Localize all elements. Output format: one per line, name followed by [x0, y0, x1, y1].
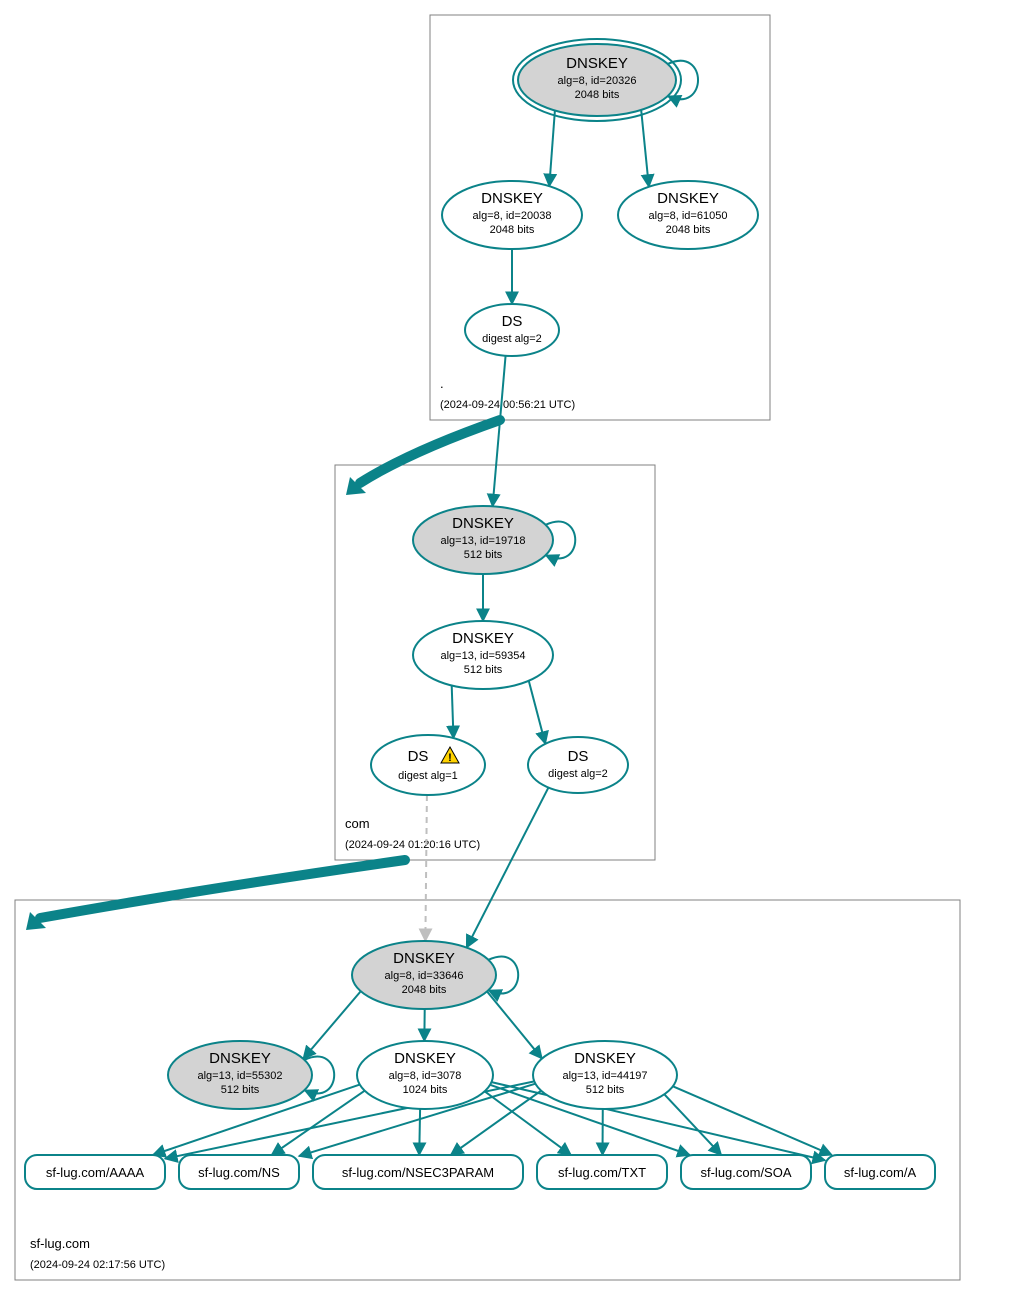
dnskey-node: [465, 304, 559, 356]
node-text: alg=13, id=59354: [440, 650, 525, 662]
node-text: alg=13, id=55302: [197, 1070, 282, 1082]
edge: [549, 110, 555, 186]
node-text: 2048 bits: [575, 89, 620, 101]
node-text: digest alg=2: [548, 768, 608, 780]
node-text: 1024 bits: [403, 1084, 448, 1096]
node-text: DNSKEY: [657, 190, 719, 207]
node-text: alg=13, id=19718: [440, 535, 525, 547]
zone-label: com: [345, 816, 370, 831]
node-text: DNSKEY: [574, 1050, 636, 1067]
node-text: alg=8, id=20326: [558, 75, 637, 87]
node-text: 512 bits: [586, 1084, 625, 1096]
rr-label: sf-lug.com/AAAA: [46, 1165, 145, 1180]
node-text: digest alg=2: [482, 333, 542, 345]
edge: [493, 356, 506, 507]
edge: [641, 110, 649, 187]
edge: [487, 991, 542, 1058]
edge: [467, 788, 549, 948]
edge: [452, 685, 454, 738]
node-text: DNSKEY: [209, 1050, 271, 1067]
rr-label: sf-lug.com/NSEC3PARAM: [342, 1165, 494, 1180]
node-text: 512 bits: [221, 1084, 260, 1096]
node-text: alg=13, id=44197: [562, 1070, 647, 1082]
warning-icon-mark: !: [448, 752, 452, 764]
edge: [303, 991, 360, 1059]
rr-label: sf-lug.com/TXT: [558, 1165, 646, 1180]
node-text: DNSKEY: [393, 950, 455, 967]
node-text: 512 bits: [464, 549, 503, 561]
node-text: DNSKEY: [481, 190, 543, 207]
edge: [419, 1109, 420, 1155]
node-text: alg=8, id=20038: [473, 210, 552, 222]
node-text: alg=8, id=3078: [389, 1070, 462, 1082]
zone-arrow: [40, 860, 405, 918]
node-text: alg=8, id=33646: [385, 970, 464, 982]
node-text: digest alg=1: [398, 770, 458, 782]
node-text: 512 bits: [464, 664, 503, 676]
node-text: DNSKEY: [394, 1050, 456, 1067]
node-text: 2048 bits: [666, 224, 711, 236]
node-text: DNSKEY: [566, 55, 628, 72]
node-text: DS: [502, 313, 523, 330]
rr-label: sf-lug.com/SOA: [700, 1165, 791, 1180]
node-text: DNSKEY: [452, 630, 514, 647]
edge: [425, 795, 427, 941]
node-text: DNSKEY: [452, 515, 514, 532]
zone-timestamp: (2024-09-24 02:17:56 UTC): [30, 1259, 165, 1271]
dnskey-node: [371, 735, 485, 795]
node-text: DS: [408, 748, 429, 765]
dnskey-node: [528, 737, 628, 793]
node-text: DS: [568, 748, 589, 765]
rr-label: sf-lug.com/A: [844, 1165, 917, 1180]
dnssec-graph: . (2024-09-24 00:56:21 UTC) com (2024-09-24…: [0, 0, 1027, 1299]
node-text: 2048 bits: [490, 224, 535, 236]
zone-label: .: [440, 376, 444, 391]
node-text: alg=8, id=61050: [649, 210, 728, 222]
node-text: 2048 bits: [402, 984, 447, 996]
rr-label: sf-lug.com/NS: [198, 1165, 280, 1180]
zone-arrow: [360, 420, 500, 483]
zone-timestamp: (2024-09-24 00:56:21 UTC): [440, 399, 575, 411]
zone-label: sf-lug.com: [30, 1236, 90, 1251]
edge: [529, 681, 546, 744]
zone-timestamp: (2024-09-24 01:20:16 UTC): [345, 839, 480, 851]
edge: [673, 1086, 832, 1155]
